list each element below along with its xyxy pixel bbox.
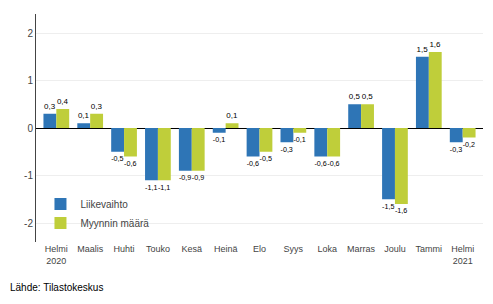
svg-text:Elo: Elo [253,244,266,254]
svg-text:Syys: Syys [284,244,304,254]
svg-text:-0,2: -0,2 [463,141,475,149]
svg-text:Tammi: Tammi [416,244,443,254]
svg-text:0,4: 0,4 [57,97,69,106]
svg-text:-1: -1 [24,170,33,181]
svg-text:Loka: Loka [317,244,337,254]
svg-text:0,3: 0,3 [44,102,56,111]
svg-text:Lähde: Tilastokeskus: Lähde: Tilastokeskus [10,282,103,293]
svg-text:-0,3: -0,3 [450,146,462,154]
svg-text:-0,3: -0,3 [281,146,293,154]
svg-text:-0,9: -0,9 [192,174,204,182]
svg-text:Heinä: Heinä [214,244,238,254]
svg-text:Helmi2020: Helmi2020 [45,244,68,266]
svg-text:-0,5: -0,5 [260,155,272,163]
svg-text:-0,6: -0,6 [314,160,326,168]
svg-text:-1,1: -1,1 [145,184,157,192]
svg-text:-0,9: -0,9 [179,174,191,182]
svg-text:-0,6: -0,6 [327,160,339,168]
svg-text:0,5: 0,5 [349,92,361,101]
svg-text:Liikevaihto: Liikevaihto [80,199,128,210]
svg-text:Maalis: Maalis [77,244,104,254]
svg-text:-0,5: -0,5 [111,155,123,163]
svg-text:Huhti: Huhti [114,244,135,254]
svg-text:Joulu: Joulu [384,244,406,254]
svg-text:Marras: Marras [347,244,376,254]
svg-text:-0,1: -0,1 [213,136,225,144]
svg-text:Kesä: Kesä [182,244,203,254]
svg-text:-2: -2 [24,218,33,229]
svg-text:Myynnin määrä: Myynnin määrä [80,218,149,229]
svg-text:Helmi2021: Helmi2021 [451,244,474,266]
svg-text:Touko: Touko [146,244,170,254]
svg-text:0,3: 0,3 [91,102,103,111]
svg-text:0: 0 [27,123,33,134]
svg-text:-0,1: -0,1 [293,136,305,144]
svg-text:1,6: 1,6 [429,40,441,49]
svg-text:-1,1: -1,1 [158,184,170,192]
svg-text:1: 1 [27,75,33,86]
svg-text:-0,6: -0,6 [124,160,136,168]
svg-text:-0,6: -0,6 [247,160,259,168]
svg-text:0,1: 0,1 [226,111,238,120]
svg-text:2: 2 [27,28,33,39]
svg-text:-1,5: -1,5 [382,203,394,211]
svg-text:0,5: 0,5 [362,92,374,101]
svg-text:0,1: 0,1 [78,111,90,120]
svg-text:-1,6: -1,6 [395,207,407,215]
svg-text:1,5: 1,5 [417,45,429,54]
